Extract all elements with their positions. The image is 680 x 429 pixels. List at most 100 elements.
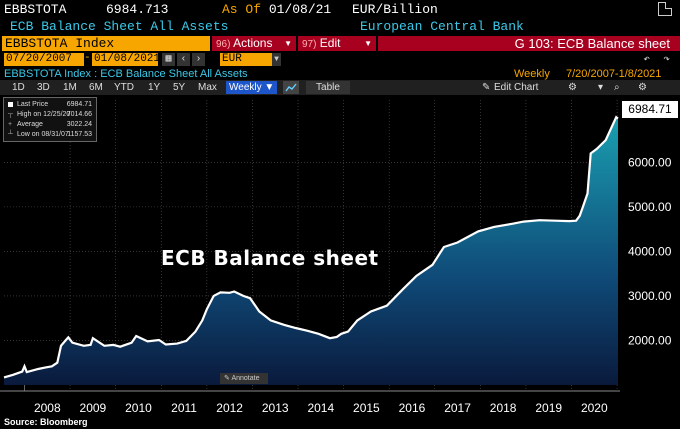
x-tick-label: 2011 [171, 401, 197, 415]
as-of-text: As Of [222, 2, 262, 17]
chart-legend: Last Price 6984.71 ┬ High on 12/25/20 70… [3, 97, 97, 142]
legend-value: 7014.66 [66, 111, 92, 118]
chevron-down-icon: ▼ [284, 39, 292, 48]
unit-label: EUR/Billion [352, 2, 438, 17]
x-axis-band [0, 391, 620, 423]
start-date-input[interactable]: 07/20/2007 [4, 53, 84, 66]
legend-swatch [8, 102, 13, 107]
chevron-down-icon: ▼ [364, 39, 372, 48]
edit-label: Edit [319, 36, 341, 50]
x-axis: 2008 2009 2010 2011 2012 2013 2014 2015 2016 2017… [0, 390, 620, 423]
chart-subtitle-row: EBBSTOTA Index : ECB Balance Sheet All A… [0, 68, 680, 81]
balance-sheet-chart[interactable]: 2000.00 3000.00 4000.00 5000.00 6000.00 2008… [0, 95, 680, 429]
ticker-symbol: EBBSTOTA [4, 2, 67, 17]
y-tick-label: 3000.00 [628, 289, 672, 303]
period-1y[interactable]: 1Y [148, 82, 161, 93]
end-date-input[interactable]: 01/08/2021 [92, 53, 161, 66]
chart-toolbar: 1D 3D 1M 6M YTD 1Y 5Y Max Weekly ▼ Table… [0, 80, 680, 95]
legend-label: Last Price [17, 101, 49, 108]
period-ytd[interactable]: YTD [114, 82, 134, 93]
period-1d[interactable]: 1D [12, 82, 25, 93]
frequency-select[interactable]: Weekly ▼ [226, 81, 278, 94]
series-line [3, 115, 619, 379]
settings-icon[interactable]: ⚙ [638, 82, 647, 93]
legend-high: ┬ High on 12/25/20 7014.66 [8, 110, 94, 119]
period-1m[interactable]: 1M [63, 82, 77, 93]
legend-low: ┴ Low on 08/31/07 1157.53 [8, 130, 94, 139]
x-tick-label: 2018 [490, 401, 517, 415]
last-value: 6984.713 [106, 2, 169, 17]
x-tick-label: 2010 [125, 401, 152, 415]
as-of-date: 01/08/21 [268, 2, 332, 17]
period-max[interactable]: Max [198, 82, 217, 93]
security-header: EBBSTOTA 6984.713 As Of 01/08/21 EUR/Bil… [0, 0, 680, 18]
y-tick-label: 5000.00 [628, 200, 672, 214]
x-tick-label: 2014 [307, 401, 334, 415]
issuer-name: European Central Bank [360, 19, 524, 34]
low-arrow-icon: ┴ [8, 131, 13, 138]
graph-title: G 103: ECB Balance sheet [378, 36, 680, 51]
as-of-label: As Of 01/08/21 [222, 2, 331, 17]
x-tick-label: 2020 [581, 401, 608, 415]
security-description-row: ECB Balance Sheet All Assets European Ce… [0, 18, 680, 35]
chevron-down-icon[interactable]: ▼ [272, 53, 281, 66]
frequency-label: Weekly [514, 68, 550, 80]
x-tick-label: 2013 [262, 401, 289, 415]
x-tick-label: 2009 [80, 401, 107, 415]
legend-label: Average [17, 121, 43, 128]
period-6m[interactable]: 6M [89, 82, 103, 93]
popout-icon[interactable] [658, 2, 672, 16]
annotate-button[interactable]: ✎ Annotate [220, 373, 268, 384]
x-tick-label: 2012 [216, 401, 243, 415]
currency-select[interactable]: EUR [220, 53, 276, 66]
x-tick-label: 2015 [353, 401, 380, 415]
chevron-right-icon[interactable]: › [192, 53, 205, 66]
x-tick-label: 2017 [444, 401, 471, 415]
date-range-bar: 07/20/2007 - 01/08/2021 ▦ ‹ › EUR ▼ ↶ ↷ [0, 52, 680, 68]
high-arrow-icon: ┬ [8, 111, 13, 118]
zoom-icon[interactable]: ⌕ [614, 82, 620, 93]
actions-key: 96) [216, 39, 231, 50]
period-5y[interactable]: 5Y [173, 82, 186, 93]
security-input[interactable]: EBBSTOTA Index [2, 36, 210, 51]
edit-icon[interactable]: ✎ [482, 82, 491, 93]
security-name: ECB Balance Sheet All Assets [10, 19, 229, 34]
chart-subtitle: EBBSTOTA Index : ECB Balance Sheet All A… [4, 68, 248, 80]
line-chart-icon[interactable] [283, 81, 299, 94]
source-label: Source: Bloomberg [4, 417, 88, 427]
actions-menu-button[interactable]: 96) Actions ▼ [212, 36, 296, 51]
x-tick-label: 2016 [399, 401, 426, 415]
last-price-marker: 6984.71 [622, 101, 678, 118]
edit-menu-button[interactable]: 97) Edit ▼ [298, 36, 376, 51]
annotate-label: Annotate [231, 375, 260, 382]
actions-label: Actions [233, 36, 273, 50]
legend-value: 1157.53 [67, 131, 92, 138]
edit-key: 97) [302, 39, 317, 50]
legend-value: 3022.24 [66, 121, 92, 128]
undo-icon[interactable]: ↶ [643, 54, 650, 66]
more-icon[interactable]: ▾ [598, 82, 604, 93]
pencil-icon: ✎ [224, 375, 232, 382]
legend-average: + Average 3022.24 [8, 120, 94, 129]
x-tick-label: 2019 [535, 401, 562, 415]
y-axis: 2000.00 3000.00 4000.00 5000.00 6000.00 [628, 155, 672, 347]
chart-annotation: ECB Balance sheet [161, 246, 379, 270]
table-button[interactable]: Table [306, 81, 350, 94]
edit-chart-button[interactable]: Edit Chart [494, 82, 539, 93]
legend-value: 6984.71 [66, 101, 92, 108]
period-3d[interactable]: 3D [37, 82, 50, 93]
date-range-label: 7/20/2007-1/8/2021 [566, 68, 662, 80]
average-icon: + [8, 121, 13, 128]
y-tick-label: 6000.00 [628, 155, 672, 169]
y-tick-label: 2000.00 [628, 333, 672, 347]
calendar-icon[interactable]: ▦ [162, 53, 175, 66]
gear-icon[interactable]: ⚙ [568, 82, 577, 93]
legend-last-price: Last Price 6984.71 [8, 100, 94, 109]
legend-label: Low on 08/31/07 [17, 131, 69, 138]
chevron-left-icon[interactable]: ‹ [177, 53, 190, 66]
command-bar: EBBSTOTA Index 96) Actions ▼ 97) Edit ▼ … [0, 35, 680, 52]
series-area [4, 117, 618, 385]
y-tick-label: 4000.00 [628, 244, 672, 258]
x-tick-label: 2008 [34, 401, 61, 415]
redo-icon[interactable]: ↷ [663, 54, 670, 66]
